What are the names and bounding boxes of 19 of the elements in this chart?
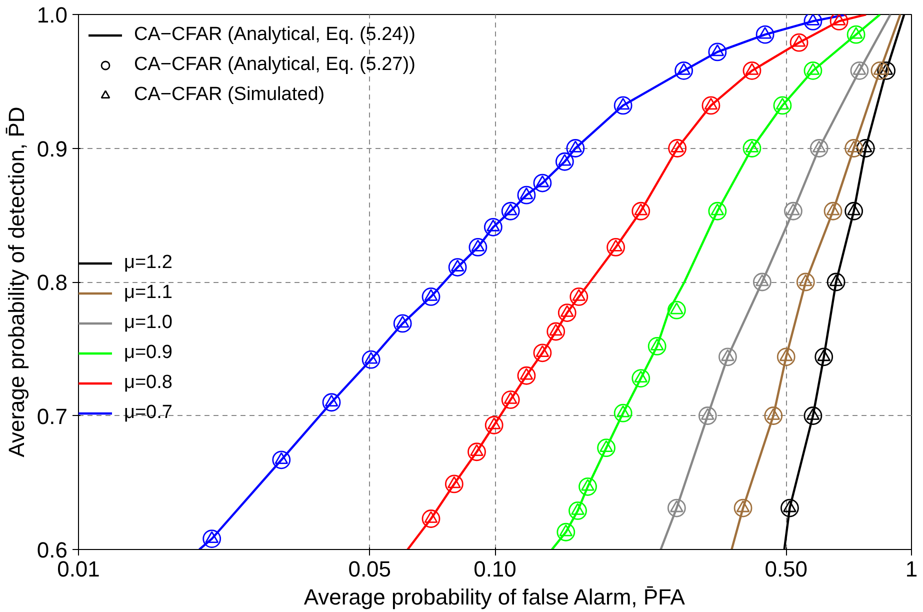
legend-label: CA−CFAR (Analytical, Eq. (5.27)) — [134, 54, 416, 76]
x-tick-label: 0.05 — [348, 556, 392, 582]
legend-label: μ=1.1 — [124, 282, 172, 304]
y-tick-label: 1.0 — [36, 2, 68, 28]
legend-label: μ=0.7 — [124, 402, 172, 424]
y-tick-label: 0.9 — [36, 136, 68, 162]
x-axis-title: Average probability of false Alarm, P̄FA — [304, 584, 686, 610]
x-tick-label: 0.10 — [474, 556, 516, 582]
legend-label: μ=0.8 — [124, 372, 172, 394]
annotation: CA−CFAR (Analytical, Eq. (5.24)) — [134, 24, 416, 46]
legend-label: μ=0.9 — [124, 342, 172, 364]
y-tick-label: 0.7 — [36, 404, 68, 429]
legend-label: μ=1.2 — [124, 252, 172, 274]
legend-label: CA−CFAR (Simulated) — [134, 84, 325, 106]
y-axis-title: Average probability of detection, P̄D — [4, 106, 29, 458]
legend-label: μ=1.0 — [124, 312, 172, 334]
x-tick-label: 0.50 — [764, 556, 808, 582]
x-tick-label: 1 — [905, 556, 918, 582]
y-tick-label: 0.8 — [36, 270, 68, 295]
